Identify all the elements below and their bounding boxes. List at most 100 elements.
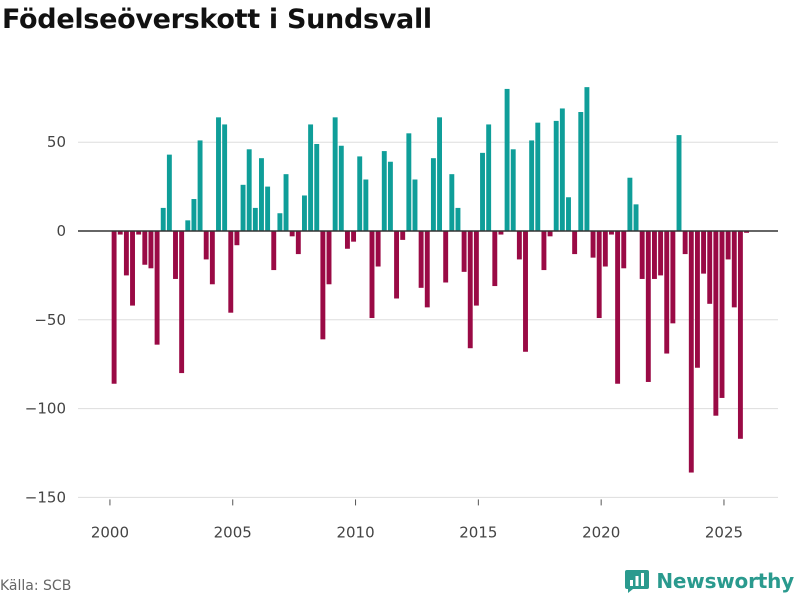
bar <box>173 231 178 279</box>
x-tick-label: 2020 <box>582 523 620 541</box>
bar <box>737 231 743 439</box>
bar <box>547 231 553 237</box>
bar <box>473 231 479 306</box>
bar <box>308 124 314 231</box>
x-tick-label: 2015 <box>459 523 497 541</box>
bar <box>375 231 381 267</box>
bar <box>111 231 117 384</box>
bar-chart-logo-icon <box>625 570 650 593</box>
bar <box>688 231 694 473</box>
bar <box>216 117 221 231</box>
bar <box>713 231 719 416</box>
y-tick-label: −50 <box>34 311 66 329</box>
bar <box>277 213 283 231</box>
bar <box>498 231 504 235</box>
bar <box>615 231 621 384</box>
chart-title: Födelseöverskott i Sundsvall <box>2 4 432 35</box>
grid-lines <box>78 141 778 498</box>
brand[interactable]: Newsworthy <box>624 569 794 593</box>
bar <box>320 231 326 340</box>
bar <box>357 156 363 231</box>
bar <box>314 143 320 231</box>
bar <box>166 154 172 231</box>
bar <box>744 231 750 233</box>
bar <box>664 231 670 354</box>
bar <box>652 231 657 279</box>
bar <box>670 231 676 324</box>
bar <box>418 231 424 288</box>
bar <box>203 231 209 260</box>
bar <box>504 88 510 231</box>
x-tick-label: 2005 <box>214 523 252 541</box>
bar <box>461 231 467 272</box>
bar <box>381 151 387 231</box>
bar <box>295 231 301 255</box>
bar <box>160 207 166 231</box>
bar <box>259 158 264 231</box>
bar <box>529 140 535 231</box>
bar <box>596 231 602 319</box>
bar <box>510 149 516 231</box>
bar <box>197 140 203 231</box>
bar <box>701 231 707 274</box>
bar <box>566 197 571 231</box>
bar <box>387 161 393 231</box>
bars <box>111 87 750 473</box>
bar <box>553 120 559 231</box>
axes: 50 0 −50 −100 −150 2000 2005 2010 2015 2020 2025 <box>25 133 778 541</box>
bar <box>289 231 295 237</box>
bar <box>621 231 627 269</box>
bar <box>541 231 547 271</box>
bar <box>633 204 639 231</box>
bar <box>142 231 148 265</box>
bar <box>302 195 307 231</box>
bar <box>148 231 154 269</box>
bar <box>719 231 725 398</box>
bar <box>480 152 485 231</box>
y-tick-label: −100 <box>25 400 66 418</box>
bar <box>332 117 338 231</box>
bar <box>400 231 406 240</box>
bar <box>209 231 215 285</box>
bar <box>523 231 528 352</box>
bar <box>344 231 350 249</box>
bar <box>424 231 430 308</box>
bar <box>449 174 455 231</box>
bar <box>412 179 418 231</box>
bar <box>252 207 258 231</box>
bar <box>443 231 449 283</box>
x-tick-label: 2025 <box>705 523 743 541</box>
bar <box>645 231 651 382</box>
bar <box>234 231 240 246</box>
bar <box>246 149 252 231</box>
bar <box>130 231 135 306</box>
bar <box>731 231 737 308</box>
bar <box>222 124 228 231</box>
bar <box>240 184 246 231</box>
bar <box>265 186 271 231</box>
bar <box>725 231 731 260</box>
bar <box>154 231 160 345</box>
bar <box>492 231 498 287</box>
bar <box>394 231 400 299</box>
bar <box>430 158 436 231</box>
bar <box>283 174 289 231</box>
bar <box>535 122 541 231</box>
y-tick-label: 50 <box>47 133 66 151</box>
bar <box>584 87 590 231</box>
bar <box>572 231 578 255</box>
y-tick-label: −150 <box>25 488 66 506</box>
bar <box>179 231 185 374</box>
bar <box>326 231 332 285</box>
bar <box>578 112 584 231</box>
bar <box>486 124 492 231</box>
bar <box>228 231 234 313</box>
bar <box>516 231 522 260</box>
bar <box>369 231 375 319</box>
bar <box>351 231 357 242</box>
bar <box>682 231 688 255</box>
bar <box>185 220 191 231</box>
source-note: Källa: SCB <box>0 578 72 594</box>
bar <box>676 135 682 231</box>
